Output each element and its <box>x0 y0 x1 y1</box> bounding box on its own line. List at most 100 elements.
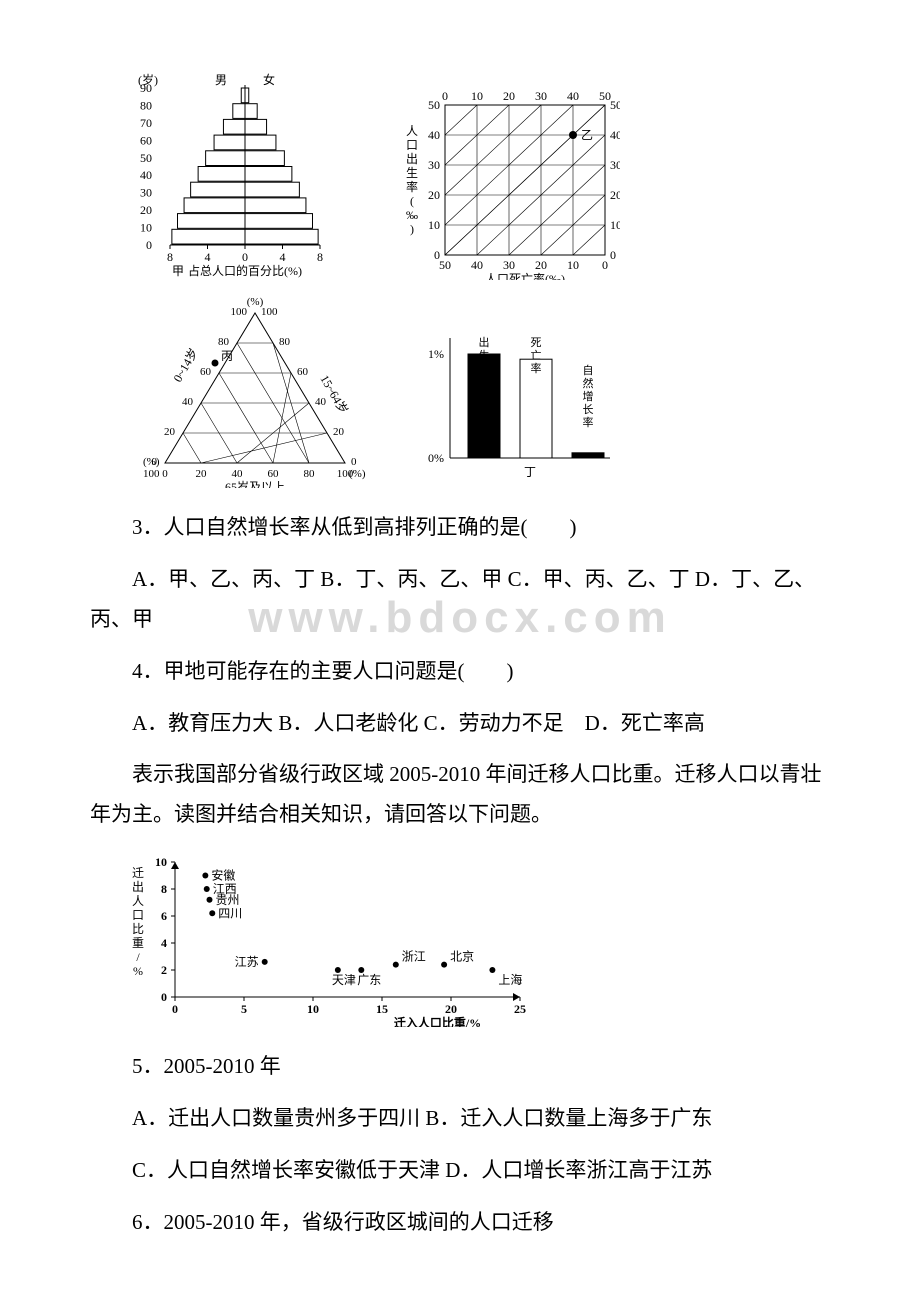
q3-options: A．甲、乙、丙、丁 B．丁、丙、乙、甲 C．甲、丙、乙、丁 D．丁、乙、丙、甲 <box>90 560 830 640</box>
svg-text:0: 0 <box>172 1002 178 1016</box>
svg-text:4: 4 <box>161 936 167 950</box>
svg-text:20: 20 <box>445 1002 457 1016</box>
chart-scatter: 05101520250246810迁出人口比重/%迁入人口比重/%安徽江西贵州四… <box>120 847 540 1027</box>
svg-text:60: 60 <box>200 366 212 378</box>
svg-text:北京: 北京 <box>450 950 474 964</box>
svg-text:80: 80 <box>218 336 230 348</box>
svg-text:40: 40 <box>428 128 440 142</box>
svg-text:4: 4 <box>205 250 211 264</box>
svg-text:甲: 甲 <box>172 264 184 278</box>
svg-text:20: 20 <box>610 188 620 202</box>
svg-text:重: 重 <box>132 936 144 950</box>
svg-text:10: 10 <box>155 855 167 869</box>
svg-text:4: 4 <box>280 250 286 264</box>
svg-text:2: 2 <box>161 963 167 977</box>
svg-text:%: % <box>133 964 143 978</box>
svg-text:70: 70 <box>140 116 152 130</box>
svg-text:浙江: 浙江 <box>402 950 426 964</box>
q3-stem: 3．人口自然增长率从低到高排列正确的是( ) <box>90 508 830 548</box>
q6-stem: 6．2005-2010 年，省级行政区城间的人口迁移 <box>90 1203 830 1243</box>
svg-text:10: 10 <box>428 218 440 232</box>
svg-text:80: 80 <box>279 336 291 348</box>
svg-text:30: 30 <box>140 186 152 200</box>
svg-text:‰: ‰ <box>406 208 418 222</box>
svg-text:比: 比 <box>132 922 144 936</box>
svg-text:20: 20 <box>535 258 547 272</box>
chart-bars: 0%1%出生率死亡率自然增长率丁 <box>410 318 620 488</box>
q4-stem: 4．甲地可能存在的主要人口问题是( ) <box>90 652 830 692</box>
svg-text:四川: 四川 <box>218 907 242 921</box>
svg-text:/: / <box>136 950 140 964</box>
svg-text:65岁及以上: 65岁及以上 <box>225 479 285 488</box>
svg-text:0: 0 <box>242 250 248 264</box>
svg-text:0%: 0% <box>428 451 444 465</box>
q5-optCD: C．人口自然增长率安徽低于天津 D．人口增长率浙江高于江苏 <box>90 1151 830 1191</box>
svg-text:0: 0 <box>161 990 167 1004</box>
svg-text:20: 20 <box>428 188 440 202</box>
svg-text:40: 40 <box>182 396 194 408</box>
svg-text:男: 男 <box>215 73 227 87</box>
svg-text:80: 80 <box>140 98 152 112</box>
svg-text:广东: 广东 <box>357 973 381 987</box>
svg-text:25: 25 <box>514 1002 526 1016</box>
svg-text:60: 60 <box>140 133 152 147</box>
svg-text:0: 0 <box>146 238 152 252</box>
q4-options: A．教育压力大 B．人口老龄化 C．劳动力不足 D．死亡率高 <box>90 704 830 744</box>
svg-text:40: 40 <box>315 396 327 408</box>
q5-stem: 5．2005-2010 年 <box>90 1047 830 1087</box>
svg-text:长: 长 <box>583 403 594 416</box>
svg-text:10: 10 <box>140 221 152 235</box>
svg-text:50: 50 <box>439 258 451 272</box>
svg-text:率: 率 <box>531 361 542 375</box>
svg-text:80: 80 <box>304 468 316 480</box>
svg-text:死: 死 <box>531 337 542 349</box>
svg-text:天津: 天津 <box>332 973 356 987</box>
svg-text:5: 5 <box>241 1002 247 1016</box>
svg-text:0: 0 <box>610 248 616 262</box>
svg-text:口: 口 <box>406 138 418 152</box>
svg-text:出: 出 <box>406 152 418 166</box>
svg-text:人口死亡率(‰): 人口死亡率(‰) <box>485 271 565 280</box>
svg-text:8: 8 <box>161 882 167 896</box>
svg-text:迁入人口比重/%: 迁入人口比重/% <box>394 1015 481 1027</box>
svg-text:迁: 迁 <box>132 866 144 880</box>
svg-text:出: 出 <box>479 335 490 349</box>
svg-text:人: 人 <box>132 894 144 908</box>
svg-text:15~64岁: 15~64岁 <box>317 372 351 416</box>
svg-text:0~14岁: 0~14岁 <box>170 345 201 384</box>
svg-text:贵州: 贵州 <box>216 893 240 907</box>
svg-text:丁: 丁 <box>524 465 536 479</box>
chart-pyramid: 0102030405060708090(岁)84048占总人口的百分比(%)男女… <box>120 70 350 280</box>
svg-text:15: 15 <box>376 1002 388 1016</box>
svg-text:(%): (%) <box>349 468 366 480</box>
svg-text:100: 100 <box>261 306 278 318</box>
svg-text:10: 10 <box>567 258 579 272</box>
svg-text:8: 8 <box>167 250 173 264</box>
svg-text:0: 0 <box>351 456 357 468</box>
svg-text:8: 8 <box>317 250 323 264</box>
svg-text:人: 人 <box>406 124 418 138</box>
figure-migration: 05101520250246810迁出人口比重/%迁入人口比重/%安徽江西贵州四… <box>120 847 830 1027</box>
svg-text:率: 率 <box>479 361 490 375</box>
svg-text:20: 20 <box>140 203 152 217</box>
svg-text:然: 然 <box>583 376 594 390</box>
svg-text:100: 100 <box>231 306 248 318</box>
svg-text:乙: 乙 <box>581 128 593 142</box>
svg-text:20: 20 <box>503 89 515 103</box>
svg-text:生: 生 <box>479 348 490 362</box>
svg-text:100: 100 <box>143 468 160 480</box>
svg-text:20: 20 <box>164 426 176 438</box>
svg-text:生: 生 <box>406 166 418 180</box>
svg-text:出: 出 <box>132 880 144 894</box>
svg-text:30: 30 <box>535 89 547 103</box>
svg-text:江苏: 江苏 <box>235 955 259 969</box>
q5-optAB: A．迁出人口数量贵州多于四川 B．迁入人口数量上海多于广东 <box>90 1099 830 1139</box>
svg-text:(岁): (岁) <box>138 72 158 87</box>
svg-text:50: 50 <box>428 98 440 112</box>
svg-text:0: 0 <box>442 89 448 103</box>
svg-text:自: 自 <box>583 364 594 377</box>
svg-text:30: 30 <box>503 258 515 272</box>
svg-text:增: 增 <box>583 389 594 403</box>
svg-text:40: 40 <box>567 89 579 103</box>
svg-text:40: 40 <box>610 128 620 142</box>
